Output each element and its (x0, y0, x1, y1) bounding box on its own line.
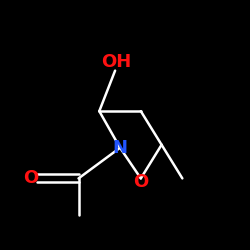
Text: O: O (133, 173, 148, 191)
Text: N: N (112, 139, 128, 157)
Text: O: O (23, 170, 38, 188)
Text: OH: OH (102, 53, 132, 71)
